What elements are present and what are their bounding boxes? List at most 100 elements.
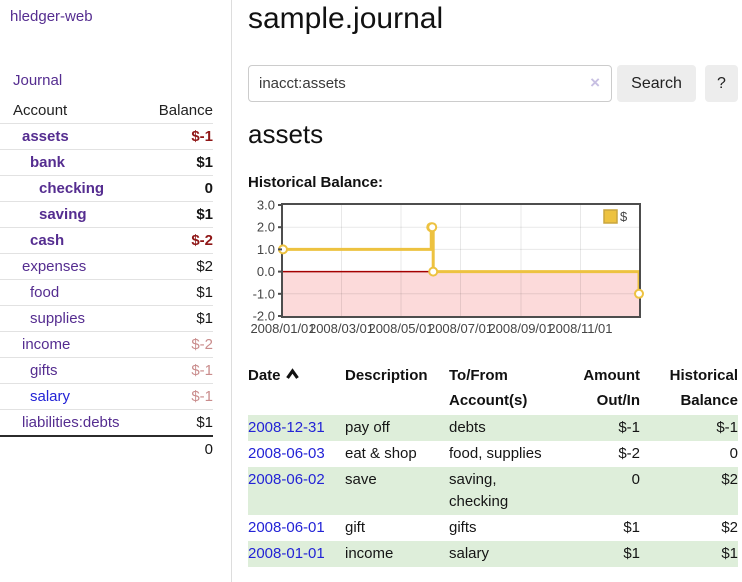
- register-date-cell: 2008-06-02: [248, 467, 345, 515]
- register-accounts: saving, checking: [449, 471, 509, 510]
- account-balance: $1: [146, 409, 213, 436]
- accounts-total-row: 0: [0, 435, 213, 462]
- accounts-header-row: Account Balance: [0, 98, 213, 124]
- register-header-date-label: Date: [248, 367, 281, 384]
- transaction-date-link[interactable]: 2008-06-02: [248, 471, 325, 488]
- svg-text:-1.0: -1.0: [253, 286, 275, 301]
- svg-text:1.0: 1.0: [257, 242, 275, 257]
- svg-text:2.0: 2.0: [257, 220, 275, 235]
- account-row: assets $-1: [0, 123, 213, 150]
- register-date-cell: 2008-06-01: [248, 515, 345, 541]
- sidebar: hledger-web Journal Account Balance asse…: [0, 0, 232, 582]
- account-link[interactable]: food: [30, 284, 60, 301]
- register-description: eat & shop: [345, 445, 417, 462]
- sort-ascending-icon: [285, 368, 299, 379]
- account-link[interactable]: supplies: [30, 310, 86, 327]
- register-accounts: salary: [449, 545, 490, 562]
- account-link[interactable]: gifts: [30, 362, 58, 379]
- transaction-date-link[interactable]: 2008-06-03: [248, 445, 325, 462]
- search-button[interactable]: Search: [617, 65, 696, 102]
- chart-canvas: 3.0 2.0 1.0 0.0 -1.0 -2.02008/01/012008/03/01…: [250, 198, 644, 336]
- search-input[interactable]: [248, 65, 612, 102]
- journal-title: sample.journal: [248, 2, 444, 35]
- register-description: pay off: [345, 419, 390, 436]
- help-button[interactable]: ?: [705, 65, 738, 102]
- register-header-balance: Historical Balance: [669, 367, 738, 409]
- transaction-date-link[interactable]: 2008-01-01: [248, 545, 325, 562]
- transaction-date-link[interactable]: 2008-06-01: [248, 519, 325, 536]
- register-header-accounts: To/From Account(s): [449, 367, 528, 409]
- svg-text:2008/03/01: 2008/03/01: [309, 321, 374, 336]
- svg-text:2008/07/01: 2008/07/01: [428, 321, 493, 336]
- account-balance: $1: [146, 201, 213, 228]
- account-cell: cash: [0, 227, 147, 254]
- svg-text:-2.0: -2.0: [253, 309, 275, 324]
- register-amount: $-2: [618, 445, 640, 462]
- account-link[interactable]: assets: [22, 128, 69, 145]
- account-balance: $-2: [146, 227, 213, 254]
- account-balance: $-1: [146, 383, 213, 410]
- account-link[interactable]: cash: [30, 232, 65, 249]
- register-row: 2008-12-31 pay off debts $-1 $-1: [248, 415, 738, 441]
- account-title: assets: [248, 119, 324, 149]
- svg-text:2008/09/01: 2008/09/01: [488, 321, 553, 336]
- account-balance: $1: [146, 305, 213, 332]
- account-row: food $1: [0, 279, 213, 306]
- transaction-date-link[interactable]: 2008-12-31: [248, 419, 325, 436]
- accounts-total-value: 0: [146, 435, 213, 462]
- account-cell: liabilities:debts: [0, 409, 147, 436]
- register-description: save: [345, 471, 377, 488]
- account-row: expenses $2: [0, 253, 213, 280]
- search-input-wrap: ×: [248, 65, 612, 102]
- account-link[interactable]: liabilities:debts: [22, 414, 120, 431]
- nav-journal-link[interactable]: Journal: [13, 72, 63, 89]
- account-cell: supplies: [0, 305, 147, 332]
- account-link[interactable]: saving: [39, 206, 87, 223]
- clear-search-icon[interactable]: ×: [590, 73, 600, 92]
- account-row: checking 0: [0, 175, 213, 202]
- register-header-amount: Amount Out/In: [583, 367, 640, 409]
- account-cell: saving: [0, 201, 147, 228]
- register-header-date[interactable]: Date: [248, 361, 345, 415]
- register-accounts: debts: [449, 419, 486, 436]
- account-link[interactable]: expenses: [22, 258, 87, 275]
- register-date-cell: 2008-01-01: [248, 541, 345, 567]
- app-title-link[interactable]: hledger-web: [10, 8, 93, 25]
- account-cell: assets: [0, 123, 147, 150]
- historical-balance-chart: 3.0 2.0 1.0 0.0 -1.0 -2.0 2008/01/01 2008/03/01…: [248, 198, 742, 340]
- account-row: cash $-2: [0, 227, 213, 254]
- account-balance: $2: [146, 253, 213, 280]
- account-balance: $1: [146, 149, 213, 176]
- account-link[interactable]: checking: [39, 180, 105, 197]
- account-row: salary $-1: [0, 383, 213, 410]
- account-balance: $-1: [146, 123, 213, 150]
- account-balance: 0: [146, 175, 213, 202]
- account-link[interactable]: salary: [30, 388, 71, 405]
- legend-swatch: [603, 209, 618, 224]
- register-balance: $2: [721, 519, 738, 536]
- register-row: 2008-01-01 income salary $1 $1: [248, 541, 738, 567]
- account-cell: gifts: [0, 357, 147, 384]
- account-link[interactable]: income: [22, 336, 71, 353]
- register-description: income: [345, 545, 394, 562]
- account-row: liabilities:debts $1: [0, 409, 213, 436]
- register-amount: $-1: [618, 419, 640, 436]
- register-header-description: Description: [345, 367, 428, 384]
- register-accounts: gifts: [449, 519, 477, 536]
- account-balance: $-2: [146, 331, 213, 358]
- register-header-row: Date Description To/From Account(s) Amou…: [248, 361, 738, 415]
- register-description: gift: [345, 519, 366, 536]
- register-balance: $-1: [716, 419, 738, 436]
- register-row: 2008-06-01 gift gifts $1 $2: [248, 515, 738, 541]
- account-row: income $-2: [0, 331, 213, 358]
- account-cell: food: [0, 279, 147, 306]
- register-row: 2008-06-03 eat & shop food, supplies $-2 0: [248, 441, 738, 467]
- account-cell: salary: [0, 383, 147, 410]
- svg-text:2008/11/01: 2008/11/01: [548, 321, 612, 336]
- account-row: supplies $1: [0, 305, 213, 332]
- accounts-table: Account Balance assets $-1 bank $1 checking 0…: [0, 98, 213, 462]
- accounts-header-account: Account: [13, 102, 68, 119]
- svg-text:3.0: 3.0: [257, 198, 275, 213]
- register-row: 2008-06-02 save saving, checking 0 $2: [248, 467, 738, 515]
- account-link[interactable]: bank: [30, 154, 66, 171]
